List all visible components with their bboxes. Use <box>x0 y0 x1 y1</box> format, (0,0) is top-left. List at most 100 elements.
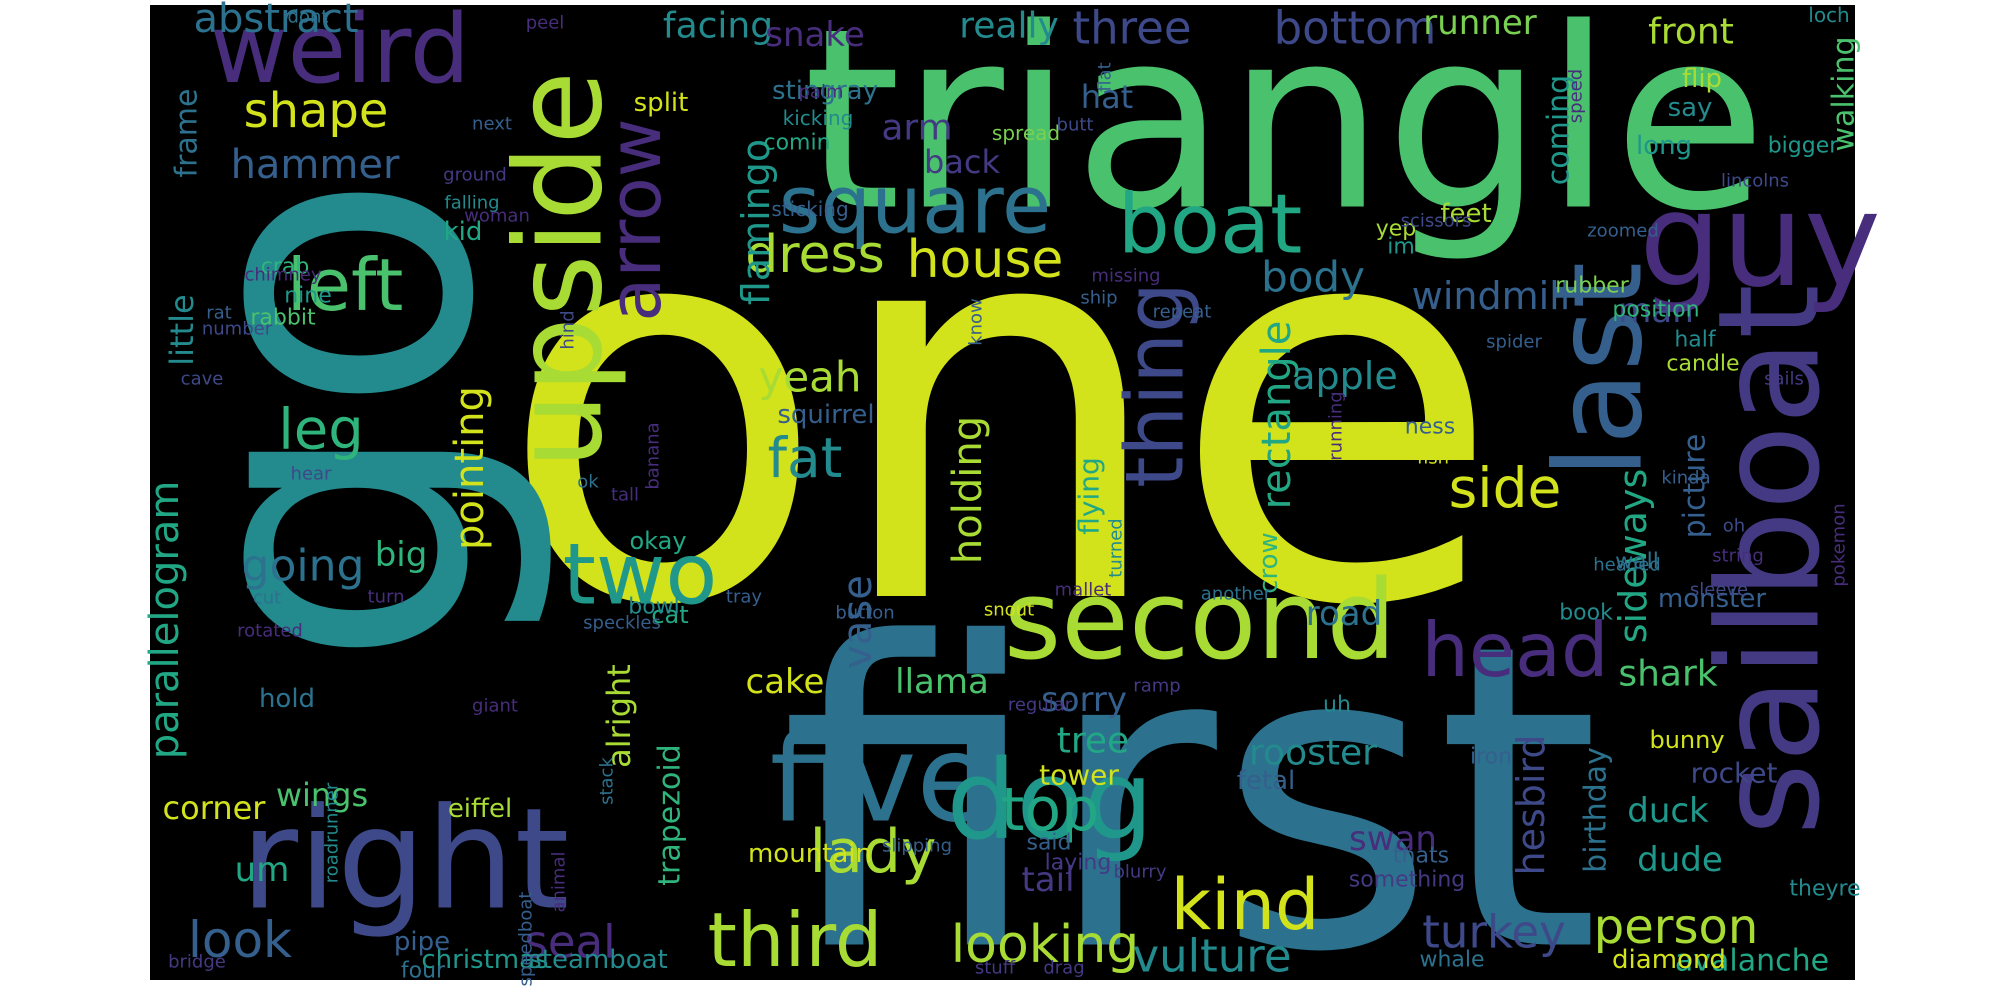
word-falling: falling <box>444 193 499 214</box>
word-fish: fish <box>1417 448 1449 469</box>
word-ship: ship <box>1080 288 1117 309</box>
word-theyre: theyre <box>1789 877 1860 902</box>
word-bridge: bridge <box>168 952 226 973</box>
word-front: front <box>1648 12 1734 53</box>
word-repeat: repeat <box>1153 302 1212 323</box>
word-long: long <box>1636 131 1692 161</box>
word-side: side <box>1449 456 1562 520</box>
word-avalanche: avalanche <box>1675 944 1829 979</box>
word-banana: banana <box>643 422 664 489</box>
word-ok: ok <box>577 472 599 493</box>
word-squirrel: squirrel <box>777 400 874 430</box>
word-palm: palm <box>799 82 844 103</box>
word-tail: tail <box>1021 860 1074 900</box>
word-number: number <box>202 319 273 340</box>
word-abstract: abstract <box>193 0 358 42</box>
word-parallelogram: parallelogram <box>142 481 188 760</box>
word-snout: snout <box>984 600 1034 621</box>
word-running: running <box>1326 391 1347 460</box>
word-arm: arm <box>881 108 952 149</box>
word-eiffel: eiffel <box>448 794 512 824</box>
word-uh: uh <box>1323 693 1351 718</box>
word-dude: dude <box>1637 840 1723 880</box>
word-weird: weird <box>210 0 470 105</box>
word-boat: boat <box>1118 178 1303 273</box>
word-four: four <box>401 959 446 984</box>
word-rocket: rocket <box>1691 757 1778 790</box>
word-christmas: christmas <box>421 945 548 975</box>
word-bigger: bigger <box>1768 134 1840 159</box>
word-picture: picture <box>1678 434 1713 539</box>
word-kind: kind <box>1171 864 1320 946</box>
word-house: house <box>907 230 1064 290</box>
word-fat: fat <box>768 426 843 490</box>
word-spread: spread <box>992 121 1060 145</box>
word-guy: guy <box>1639 164 1881 316</box>
word-another: another <box>1201 584 1272 605</box>
word-dress: dress <box>745 225 884 285</box>
word-sticking: sticking <box>771 197 848 221</box>
word-spider: spider <box>1486 332 1542 353</box>
word-blurry: blurry <box>1114 862 1167 883</box>
word-two: two <box>563 526 718 625</box>
word-look: look <box>188 911 292 969</box>
word-rubber: rubber <box>1555 274 1629 299</box>
word-dont: dont <box>288 7 329 28</box>
word-lady: lady <box>809 817 936 887</box>
word-turn: turn <box>368 587 405 608</box>
word-flat: flat <box>1095 62 1116 91</box>
word-shape: shape <box>244 83 389 139</box>
word-sleeve: sleeve <box>1690 580 1748 601</box>
word-stuff: stuff <box>975 958 1016 979</box>
word-pointing: pointing <box>447 386 493 550</box>
word-runner: runner <box>1423 3 1537 43</box>
word-going: going <box>242 541 365 592</box>
word-looking: looking <box>951 915 1140 975</box>
word-trapezoid: trapezoid <box>653 744 688 885</box>
word-woman: woman <box>464 206 530 227</box>
word-flamingo: flamingo <box>734 139 778 305</box>
word-bottom: bottom <box>1274 2 1437 55</box>
word-sailboat: sailboat <box>1689 284 1852 836</box>
word-animal: animal <box>549 851 570 912</box>
word-next: next <box>472 114 512 135</box>
word-missing: missing <box>1091 266 1160 287</box>
word-really: really <box>959 6 1059 47</box>
word-arrow: arrow <box>593 118 677 321</box>
word-cake: cake <box>746 662 825 702</box>
word-right: right <box>241 779 570 942</box>
word-monster: monster <box>1658 584 1766 614</box>
word-turkey: turkey <box>1422 906 1565 959</box>
word-third: third <box>708 896 883 984</box>
word-rectangle: rectangle <box>1254 321 1300 510</box>
word-cave: cave <box>181 369 224 390</box>
word-sideways: sideways <box>1611 469 1655 644</box>
word-stack: stack <box>597 757 618 805</box>
word-shark: shark <box>1618 654 1717 695</box>
word-fetal: fetal <box>1237 766 1296 796</box>
word-headed: headed <box>1593 555 1660 576</box>
word-road: road <box>1306 594 1382 634</box>
word-string: string <box>1712 546 1764 567</box>
word-vase: vase <box>835 575 881 669</box>
word-said: said <box>1026 831 1071 856</box>
word-back: back <box>924 143 1001 181</box>
word-something: something <box>1349 868 1465 893</box>
word-regular: regular <box>1008 695 1073 716</box>
word-three: three <box>1072 2 1191 55</box>
word-thing: thing <box>1109 282 1202 488</box>
word-pokemon: pokemon <box>1829 503 1850 586</box>
word-half: half <box>1674 328 1717 353</box>
word-iron: iron <box>1470 745 1512 770</box>
word-holding: holding <box>945 416 991 564</box>
word-frame: frame <box>170 89 205 178</box>
word-triangle: triangle <box>803 0 1767 266</box>
word-five: five <box>770 711 990 850</box>
word-seal: seal <box>524 916 615 969</box>
word-snake: snake <box>765 15 865 55</box>
word-flying: flying <box>1073 457 1106 535</box>
word-roadrunner: roadrunner <box>322 782 343 883</box>
word-drag: drag <box>1043 958 1084 979</box>
word-candle: candle <box>1666 352 1739 377</box>
